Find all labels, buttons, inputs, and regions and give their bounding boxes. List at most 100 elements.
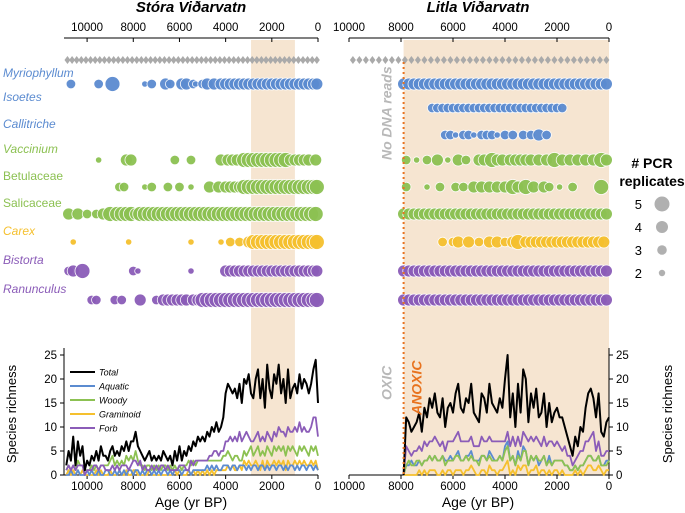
sample-marker	[226, 56, 233, 64]
detection-bubble	[597, 235, 611, 249]
sample-marker	[440, 56, 447, 64]
detection-bubble	[187, 238, 195, 246]
detection-bubble	[600, 153, 613, 167]
taxon-label: Myriophyllum	[3, 66, 74, 80]
sample-marker	[110, 56, 117, 64]
pcr-legend-title: # PCR	[631, 155, 672, 171]
sample-marker	[408, 56, 415, 64]
richness-line-total	[65, 358, 319, 472]
detection-bubble	[146, 181, 157, 193]
detection-bubble	[401, 181, 412, 193]
sample-marker	[212, 56, 219, 64]
top-tick-label: 4000	[213, 22, 239, 34]
sample-marker	[313, 56, 320, 64]
y-tick-label-right: 5	[616, 446, 622, 458]
legend: Total Aquatic Woody Graminoid Forb	[70, 368, 142, 434]
taxon-label: Carex	[3, 224, 36, 238]
detection-bubble	[118, 181, 130, 193]
detection-bubble	[309, 153, 323, 167]
sample-marker	[179, 56, 186, 64]
sample-marker	[101, 56, 108, 64]
detection-bubble	[74, 263, 91, 279]
sample-marker	[272, 56, 279, 64]
detection-bubble	[470, 131, 478, 139]
detection-bubble	[437, 236, 448, 248]
richness-line-forb	[402, 430, 609, 476]
sample-marker	[276, 56, 283, 64]
y-tick-label-left: 5	[51, 446, 57, 458]
sample-marker	[375, 56, 382, 64]
sample-marker	[198, 56, 205, 64]
pcr-legend-level: 3	[635, 243, 642, 258]
detection-bubble	[81, 208, 93, 220]
sample-marker	[434, 56, 441, 64]
y-tick-label-left: 20	[44, 374, 57, 386]
sample-marker	[106, 56, 113, 64]
detection-bubble	[507, 129, 519, 141]
sample-marker	[142, 56, 149, 64]
taxon-label: Salicaceae	[3, 196, 62, 210]
bottom-tick-label: 4000	[492, 481, 518, 493]
detection-bubble	[69, 238, 77, 246]
detection-bubble	[146, 78, 157, 90]
sample-marker	[492, 56, 499, 64]
sample-marker	[175, 56, 182, 64]
detection-bubble	[133, 293, 147, 307]
detection-bubble	[225, 236, 236, 248]
detection-bubble	[162, 181, 174, 193]
y-axis-label-left: Species richness	[4, 364, 19, 463]
sample-marker	[518, 56, 525, 64]
taxon-label: Callitriche	[3, 117, 56, 131]
top-tick-label: 0	[606, 22, 612, 34]
bottom-tick-label: 6000	[167, 481, 193, 493]
sample-marker	[87, 56, 94, 64]
x-axis-label-right: Age (yr BP)	[442, 494, 514, 510]
sample-marker	[244, 56, 251, 64]
detection-bubble	[308, 234, 325, 250]
pcr-legend: # PCR replicates 5 4 3 2	[619, 155, 685, 281]
sample-marker	[161, 56, 168, 64]
sample-marker	[78, 56, 85, 64]
detection-bubble	[593, 179, 610, 195]
no-dna-reads-label: No DNA reads	[379, 66, 395, 160]
detection-bubble	[134, 267, 142, 275]
sample-marker	[73, 56, 80, 64]
sample-marker	[460, 56, 467, 64]
oxic-label: OXIC	[379, 365, 395, 400]
pcr-legend-circle	[657, 245, 667, 255]
sample-markers	[64, 56, 610, 64]
sample-marker	[421, 56, 428, 64]
sample-marker	[138, 56, 145, 64]
bottom-tick-label: 8000	[120, 481, 146, 493]
sample-marker	[286, 56, 293, 64]
bottom-tick-label: 10000	[333, 481, 365, 493]
sample-marker	[570, 56, 577, 64]
legend-label: Graminoid	[99, 410, 142, 420]
sample-marker	[156, 56, 163, 64]
annotations: No DNA reads OXIC ANOXIC	[379, 62, 425, 475]
detection-bubble	[544, 181, 555, 193]
detection-bubble	[434, 181, 446, 193]
sample-marker	[152, 56, 159, 64]
detection-bubble	[473, 236, 485, 248]
sample-marker	[267, 56, 274, 64]
sample-marker	[551, 56, 558, 64]
sample-marker	[453, 56, 460, 64]
sample-marker	[466, 56, 473, 64]
top-tick-label: 2000	[544, 22, 570, 34]
detection-bubble	[124, 153, 138, 167]
bottom-tick-label: 0	[606, 481, 612, 493]
taxon-label: Isoetes	[3, 90, 42, 104]
sample-marker	[69, 56, 76, 64]
y-axis-label-right: Species richness	[660, 364, 675, 463]
detection-bubble	[95, 156, 103, 164]
legend-label: Forb	[99, 424, 118, 434]
sample-marker	[427, 56, 434, 64]
richness-line-forb	[65, 416, 319, 476]
sample-marker	[369, 56, 376, 64]
detection-bubble	[541, 129, 552, 141]
sample-marker	[263, 56, 270, 64]
detection-bubble	[458, 181, 469, 193]
sample-marker	[221, 56, 228, 64]
top-tick-label: 6000	[440, 22, 466, 34]
